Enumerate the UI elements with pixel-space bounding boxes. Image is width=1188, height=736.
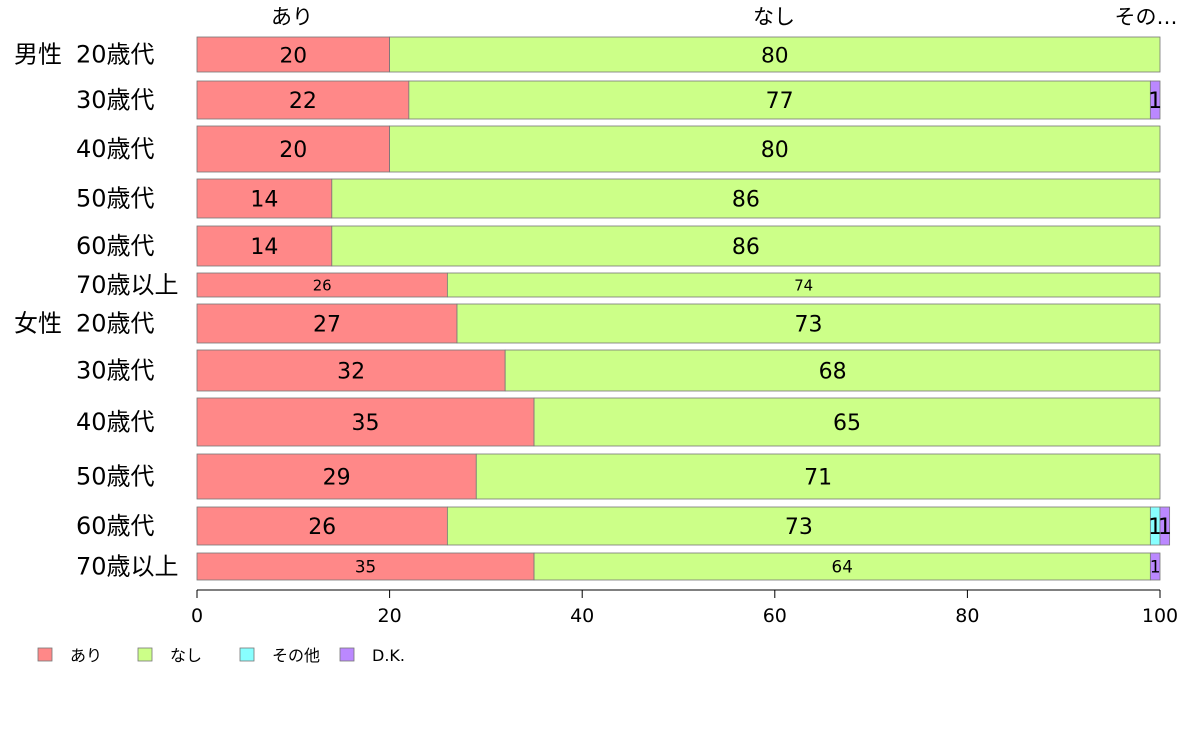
bar-segment	[456, 303, 1161, 344]
bar-segment	[533, 552, 1151, 581]
data-label: 73	[785, 515, 813, 540]
data-label: 27	[313, 312, 341, 337]
bar-segment	[196, 349, 506, 392]
x-tick-label: 0	[191, 605, 203, 627]
row-category-label: 20歳代	[76, 41, 155, 69]
data-label: 26	[308, 515, 336, 540]
row-category-label: 20歳代	[76, 310, 155, 338]
bar-segment	[196, 225, 333, 267]
bar-segment	[331, 225, 1161, 267]
data-label: 20	[279, 43, 307, 68]
x-tick-label: 60	[763, 605, 787, 627]
bar-segment	[196, 80, 410, 120]
data-label: 68	[819, 359, 847, 384]
legend-label: その他	[272, 646, 320, 665]
bar-segment	[504, 349, 1161, 392]
bar-segment	[1149, 552, 1161, 581]
data-label: 1	[1158, 515, 1172, 540]
data-label: 35	[352, 411, 380, 436]
row-category-label: 60歳代	[76, 512, 155, 540]
top-label: その…	[1115, 5, 1178, 29]
bar-segment	[1159, 506, 1171, 546]
data-label: 77	[766, 89, 794, 114]
data-label: 26	[313, 276, 332, 294]
x-tick-label: 40	[570, 605, 594, 627]
bar-segment	[446, 272, 1161, 298]
row-category-label: 70歳以上	[76, 271, 179, 299]
bar-segment	[1149, 80, 1161, 120]
bar-segment	[389, 36, 1161, 73]
data-label: 14	[250, 235, 278, 260]
data-label: 1	[1148, 515, 1162, 540]
x-tick-label: 80	[955, 605, 979, 627]
data-label: 80	[761, 43, 789, 68]
bar-segment	[196, 125, 391, 173]
row-category-label: 30歳代	[76, 86, 155, 114]
data-label: 29	[323, 465, 351, 490]
x-tick-label: 20	[378, 605, 402, 627]
data-label: 74	[794, 276, 813, 294]
bar-segment	[196, 303, 458, 344]
data-label: 32	[337, 359, 365, 384]
data-label: 1	[1148, 89, 1162, 114]
data-label: 65	[833, 411, 861, 436]
row-category-label: 40歳代	[76, 135, 155, 163]
data-label: 73	[795, 312, 823, 337]
row-category-label: 40歳代	[76, 408, 155, 436]
data-label: 20	[279, 138, 307, 163]
bar-segment	[196, 453, 477, 500]
legend-swatch	[239, 647, 255, 662]
top-label: なし	[753, 5, 795, 29]
legend-swatch	[37, 647, 53, 662]
bar-segment	[196, 36, 391, 73]
data-label: 35	[355, 557, 376, 577]
data-label: 22	[289, 89, 317, 114]
top-label: あり	[271, 5, 313, 29]
bar-segment	[533, 397, 1161, 447]
bar-segment	[446, 506, 1151, 546]
bar-segment	[408, 80, 1151, 120]
legend-swatch	[137, 647, 153, 662]
bar-segment	[475, 453, 1161, 500]
legend-label: あり	[70, 646, 102, 665]
data-label: 64	[832, 557, 853, 577]
row-category-label: 60歳代	[76, 232, 155, 260]
legend-label: なし	[170, 646, 202, 665]
data-label: 86	[732, 187, 760, 212]
bar-segment	[331, 178, 1161, 219]
bar-segment	[389, 125, 1161, 173]
x-tick-label: 100	[1142, 605, 1178, 627]
row-category-label: 30歳代	[76, 357, 155, 385]
row-group-label: 女性	[14, 310, 62, 338]
bar-segment	[196, 272, 448, 298]
legend-label: D.K.	[372, 646, 405, 665]
data-label: 86	[732, 235, 760, 260]
row-category-label: 70歳以上	[76, 553, 179, 581]
bar-segment	[196, 178, 333, 219]
legend-swatch	[339, 647, 355, 662]
data-label: 1	[1150, 557, 1161, 577]
data-label: 14	[250, 187, 278, 212]
row-category-label: 50歳代	[76, 463, 155, 491]
data-label: 80	[761, 138, 789, 163]
bar-segment	[196, 552, 535, 581]
data-label: 71	[804, 465, 832, 490]
row-group-label: 男性	[14, 41, 62, 69]
row-category-label: 50歳代	[76, 185, 155, 213]
